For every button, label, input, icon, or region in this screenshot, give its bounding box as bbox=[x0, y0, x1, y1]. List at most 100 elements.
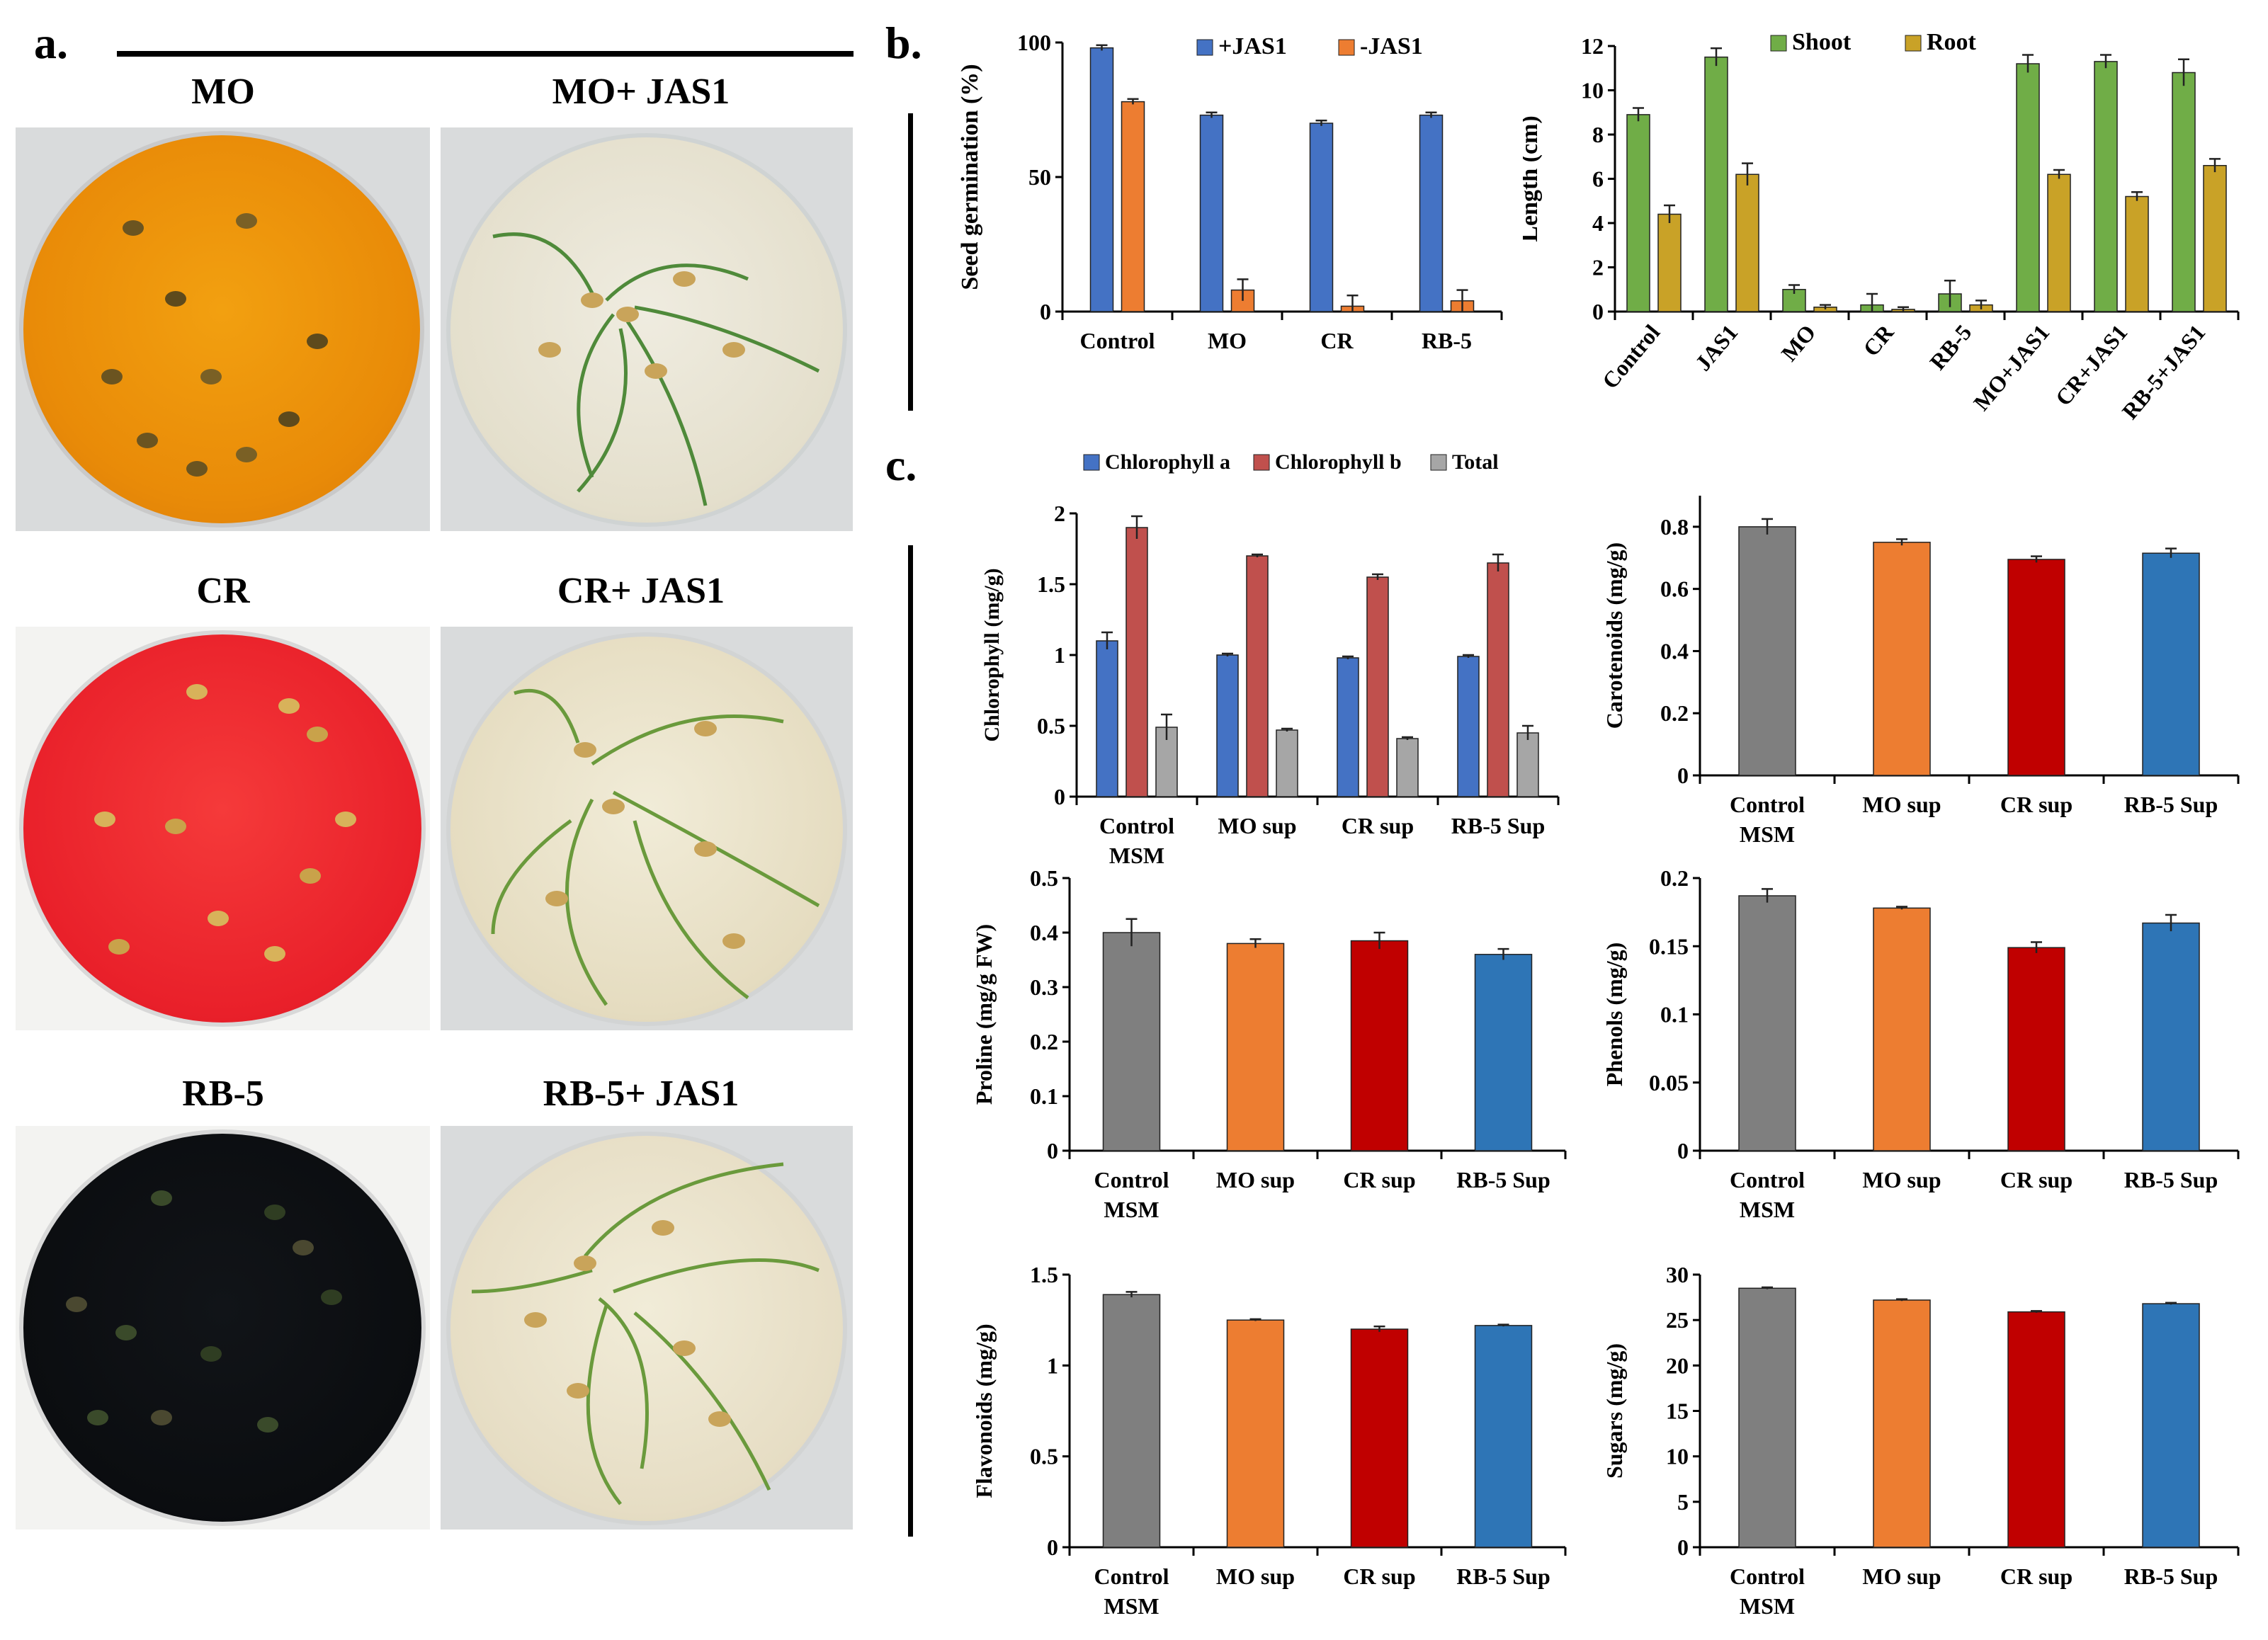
photo-rb5-jas1-dish bbox=[441, 1126, 853, 1530]
label-mo: MO bbox=[191, 72, 255, 112]
seedlings-rb5-jas1 bbox=[471, 1162, 820, 1505]
x-tick-label: MSM bbox=[1740, 821, 1795, 847]
bar bbox=[1704, 56, 1728, 312]
bar bbox=[1873, 542, 1931, 776]
legend-swatch bbox=[1338, 39, 1355, 56]
x-tick-label: MSM bbox=[1109, 843, 1164, 868]
y-tick-label: 0.5 bbox=[1037, 713, 1065, 739]
x-tick-label: MO+JAS1 bbox=[1968, 319, 2055, 415]
x-tick-label: MSM bbox=[1740, 1593, 1795, 1619]
y-tick-label: 0.4 bbox=[1030, 920, 1058, 945]
bar bbox=[1738, 1287, 1796, 1548]
y-tick-label: 0 bbox=[1592, 299, 1604, 324]
bar bbox=[1350, 940, 1409, 1151]
legend-swatch bbox=[1253, 454, 1270, 471]
x-tick-label: RB-5 Sup bbox=[2124, 1167, 2218, 1192]
y-tick-label: 0 bbox=[1047, 1534, 1058, 1560]
y-tick-label: 1.5 bbox=[1037, 571, 1065, 597]
y-tick-label: 0.05 bbox=[1649, 1070, 1689, 1095]
legend-swatch bbox=[1770, 35, 1787, 52]
x-tick-label: CR sup bbox=[1343, 1564, 1415, 1589]
bar bbox=[1474, 1325, 1533, 1548]
bar bbox=[1873, 1299, 1931, 1548]
y-axis-label: Seed germination (%) bbox=[957, 64, 983, 290]
y-tick-label: 0.1 bbox=[1030, 1083, 1058, 1109]
bar bbox=[1089, 47, 1114, 312]
legend-label: Total bbox=[1452, 450, 1499, 474]
y-tick-label: 100 bbox=[1017, 30, 1051, 55]
x-tick-label: CR sup bbox=[1342, 813, 1414, 838]
y-tick-label: 15 bbox=[1666, 1399, 1689, 1424]
y-tick-label: 0.2 bbox=[1660, 700, 1689, 726]
chart-proline: 0 0.1 0.2 0.3 0.4 0.5 Proline (mg/g FW) Control… bbox=[971, 865, 1567, 1222]
y-tick-label: 0.3 bbox=[1030, 974, 1058, 1000]
bar bbox=[2172, 72, 2196, 312]
legend-label: Shoot bbox=[1792, 29, 1852, 55]
bar bbox=[1126, 527, 1148, 797]
legend-swatch bbox=[1083, 454, 1100, 471]
chart-carotenoids: 0 0.2 0.4 0.6 0.8 Carotenoids (mg/g) Control MS… bbox=[1601, 496, 2240, 847]
label-cr-jas1: CR+ JAS1 bbox=[557, 571, 725, 611]
panel-c-letter: c. bbox=[885, 440, 917, 490]
panel-b-side-rule bbox=[908, 113, 913, 411]
y-tick-label: 20 bbox=[1666, 1353, 1689, 1378]
x-tick-label: RB-5 bbox=[1422, 328, 1472, 353]
bar bbox=[2007, 1311, 2065, 1548]
chart-chlorophyll: 0 0.5 1 1.5 2 Chlorophyll (mg/g) Control MSM MO … bbox=[980, 450, 1560, 868]
bar bbox=[1516, 732, 1539, 797]
y-tick-label: 0.6 bbox=[1660, 576, 1689, 602]
bar bbox=[1782, 289, 1806, 312]
x-tick-label: Control bbox=[1079, 328, 1155, 353]
x-tick-label: Control bbox=[1099, 813, 1174, 838]
y-tick-label: 0.1 bbox=[1660, 1002, 1689, 1027]
y-axis-label: Phenols (mg/g) bbox=[1601, 943, 1627, 1087]
bar bbox=[1226, 1319, 1285, 1548]
bar bbox=[2142, 552, 2200, 776]
bar bbox=[2016, 63, 2040, 312]
y-axis-label: Carotenoids (mg/g) bbox=[1601, 542, 1627, 729]
y-axis-label: Flavonoids (mg/g) bbox=[971, 1323, 997, 1498]
y-tick-label: 50 bbox=[1028, 164, 1051, 190]
photo-mo-dish bbox=[16, 127, 430, 531]
x-tick-label: MO bbox=[1208, 328, 1247, 353]
bar bbox=[1738, 895, 1796, 1151]
legend-label: +JAS1 bbox=[1218, 33, 1287, 59]
x-tick-label: MO sup bbox=[1862, 1167, 1941, 1192]
x-tick-label: MSM bbox=[1104, 1593, 1159, 1619]
bar bbox=[2142, 1303, 2200, 1548]
bar bbox=[1474, 954, 1533, 1151]
bar bbox=[2007, 947, 2065, 1151]
y-tick-label: 12 bbox=[1581, 33, 1604, 59]
y-tick-label: 0.5 bbox=[1030, 865, 1058, 891]
legend-label: Chlorophyll b bbox=[1275, 450, 1402, 474]
bar bbox=[1457, 656, 1480, 797]
bar bbox=[1102, 932, 1161, 1151]
bar bbox=[2203, 165, 2227, 312]
y-tick-label: 0.15 bbox=[1649, 933, 1689, 959]
y-tick-label: 6 bbox=[1592, 166, 1604, 192]
panel-a-top-rule bbox=[117, 51, 854, 57]
chart-length: 0 2 4 6 8 10 12 Length (cm) Control JAS1 MO CR RB-5M… bbox=[1523, 29, 2240, 424]
label-mo-jas1: MO+ JAS1 bbox=[552, 72, 730, 112]
y-tick-label: 0.8 bbox=[1660, 514, 1689, 540]
y-tick-label: 0 bbox=[1040, 299, 1051, 324]
bar bbox=[1199, 114, 1224, 312]
x-tick-label: CR bbox=[1858, 319, 1899, 361]
bar bbox=[1096, 640, 1118, 797]
chart-seed-germination: 0 50 100 Seed germination (%) Control MO CR RB-… bbox=[957, 30, 1503, 353]
bar bbox=[2125, 195, 2149, 312]
x-tick-label: Control bbox=[1094, 1167, 1169, 1192]
y-tick-label: 5 bbox=[1677, 1489, 1689, 1515]
bar bbox=[1873, 907, 1931, 1151]
y-axis-label: Proline (mg/g FW) bbox=[971, 924, 997, 1105]
x-tick-label: CR bbox=[1320, 328, 1354, 353]
y-tick-label: 1 bbox=[1054, 642, 1065, 668]
y-tick-label: 2 bbox=[1054, 501, 1065, 526]
chart-sugars: 0 5 10 15 20 25 30 Sugars (mg/g) Control MSM MO su… bbox=[1601, 1262, 2240, 1619]
x-tick-label: MO sup bbox=[1216, 1167, 1295, 1192]
x-tick-label: CR+JAS1 bbox=[2050, 319, 2132, 410]
bar bbox=[1350, 1328, 1409, 1548]
bar bbox=[1121, 101, 1145, 312]
y-tick-label: 2 bbox=[1592, 255, 1604, 280]
bar bbox=[1626, 114, 1650, 312]
